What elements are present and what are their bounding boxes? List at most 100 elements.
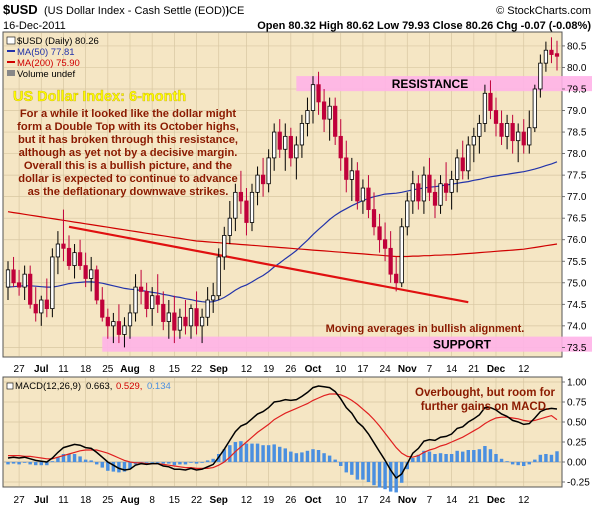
resistance-band	[296, 76, 592, 92]
annotation-line: although as yet not by a decisive margin…	[19, 147, 238, 159]
candle-body	[482, 92, 488, 124]
candle-body	[111, 321, 116, 327]
macd-hist-bar	[61, 454, 66, 462]
candle	[294, 136, 299, 180]
macd-note-line: further gains on MACD.	[421, 401, 549, 413]
macd-hist-bar	[72, 454, 77, 462]
macd-hist-bar	[106, 462, 110, 471]
macd-hist-bar	[522, 462, 526, 466]
candle	[61, 209, 66, 262]
candle-body	[427, 174, 432, 193]
macd-hist-bar	[117, 462, 121, 473]
candle-body	[166, 312, 171, 322]
candle-body	[554, 53, 560, 57]
macd-hist-bar	[305, 450, 310, 462]
annotation-body: For a while it looked like the dollar mi…	[17, 108, 239, 198]
candle	[100, 287, 105, 322]
macd-hist-bar	[255, 443, 260, 462]
candle	[266, 149, 271, 193]
macd-hist-bar	[538, 454, 543, 462]
x-tick-label: Sep	[210, 495, 228, 506]
x-tick-label: 10	[335, 364, 347, 375]
candle	[28, 265, 33, 309]
price-tick-label: 80.0	[567, 63, 587, 74]
candle-body	[11, 269, 16, 284]
candle	[504, 114, 510, 150]
candle-body	[344, 157, 349, 180]
candle	[455, 149, 460, 193]
candle-body	[61, 243, 66, 249]
macd-hist-bar	[189, 462, 193, 463]
candle-body	[116, 321, 122, 335]
candle	[150, 287, 155, 326]
candle	[105, 308, 110, 339]
candle	[538, 54, 543, 98]
macd-hist-bar	[167, 462, 171, 464]
candle-body	[122, 325, 127, 335]
candle-body	[227, 217, 232, 236]
macd-hist-bar	[211, 458, 215, 462]
x-tick-label: 25	[102, 495, 114, 506]
candle	[371, 192, 377, 236]
candle	[11, 256, 16, 288]
macd-hist-bar	[28, 462, 32, 465]
x-tick-label: Jul	[34, 364, 49, 375]
candle	[122, 317, 127, 348]
candle	[344, 140, 349, 193]
x-tick-label: 22	[191, 495, 203, 506]
macd-hist-bar	[178, 462, 182, 465]
macd-hist-bar	[466, 450, 470, 462]
x-tick-label: 24	[380, 495, 392, 506]
macd-hist-bar	[438, 453, 443, 462]
macd-hist-bar	[411, 458, 415, 462]
candle	[238, 170, 244, 214]
candle-body	[516, 131, 521, 142]
candle	[360, 179, 366, 214]
candle-body	[105, 316, 110, 327]
annotation-line: but it has broken through this resistanc…	[18, 134, 238, 146]
candle	[471, 127, 476, 163]
candle	[166, 300, 171, 339]
candle-body	[421, 174, 427, 202]
price-x-axis: 27 Jul 11 18 25 Aug 8 15 22 Sep 12 19 26 Oct 10 17 24 Nov…	[14, 364, 530, 375]
price-axis: 73.5 74.0 74.5 75.0 75.5 76.0 76.5 77.0 77.5 78.0…	[562, 41, 587, 354]
macd-hist-bar	[45, 462, 49, 466]
macd-histogram	[6, 441, 559, 493]
x-tick-label: 7	[427, 495, 433, 506]
candle-body	[188, 308, 194, 327]
annotation-title: US Dollar Index: 6-month	[13, 89, 186, 105]
x-tick-label: 10	[335, 495, 347, 506]
x-tick-label: 14	[446, 364, 458, 375]
macd-hist-bar	[533, 459, 537, 462]
candle-body	[321, 101, 327, 120]
candle-body	[299, 123, 305, 146]
candle	[77, 239, 83, 270]
candle	[366, 175, 371, 219]
macd-hist-bar	[261, 445, 265, 462]
x-tick-label: 12	[241, 364, 253, 375]
candle	[50, 248, 55, 318]
macd-axis: 1.00 0.75 0.50 0.25 0.00 -0.25	[562, 378, 590, 489]
candle-body	[366, 187, 371, 210]
price-tick-label: 78.0	[567, 149, 587, 160]
macd-hist-bar	[150, 462, 154, 463]
candle	[333, 97, 338, 145]
macd-hist-bar	[144, 462, 149, 463]
macd-hist-bar	[183, 462, 188, 465]
macd-hist-bar	[461, 451, 465, 462]
macd-hist-bar	[383, 462, 387, 490]
candle-body	[83, 265, 88, 279]
candle	[39, 295, 44, 326]
candle-body	[443, 183, 449, 193]
x-tick-label: 27	[14, 495, 26, 506]
candle	[427, 157, 432, 201]
x-tick-label: Nov	[398, 364, 417, 375]
candle	[216, 248, 221, 301]
macd-hist-bar	[17, 462, 21, 465]
candle	[111, 312, 116, 344]
macd-tick-label: 0.75	[567, 398, 587, 409]
candle-body	[305, 110, 310, 124]
candle	[394, 256, 399, 292]
macd-label: MACD(12,26,9)	[15, 381, 81, 392]
candle-body	[144, 290, 149, 310]
